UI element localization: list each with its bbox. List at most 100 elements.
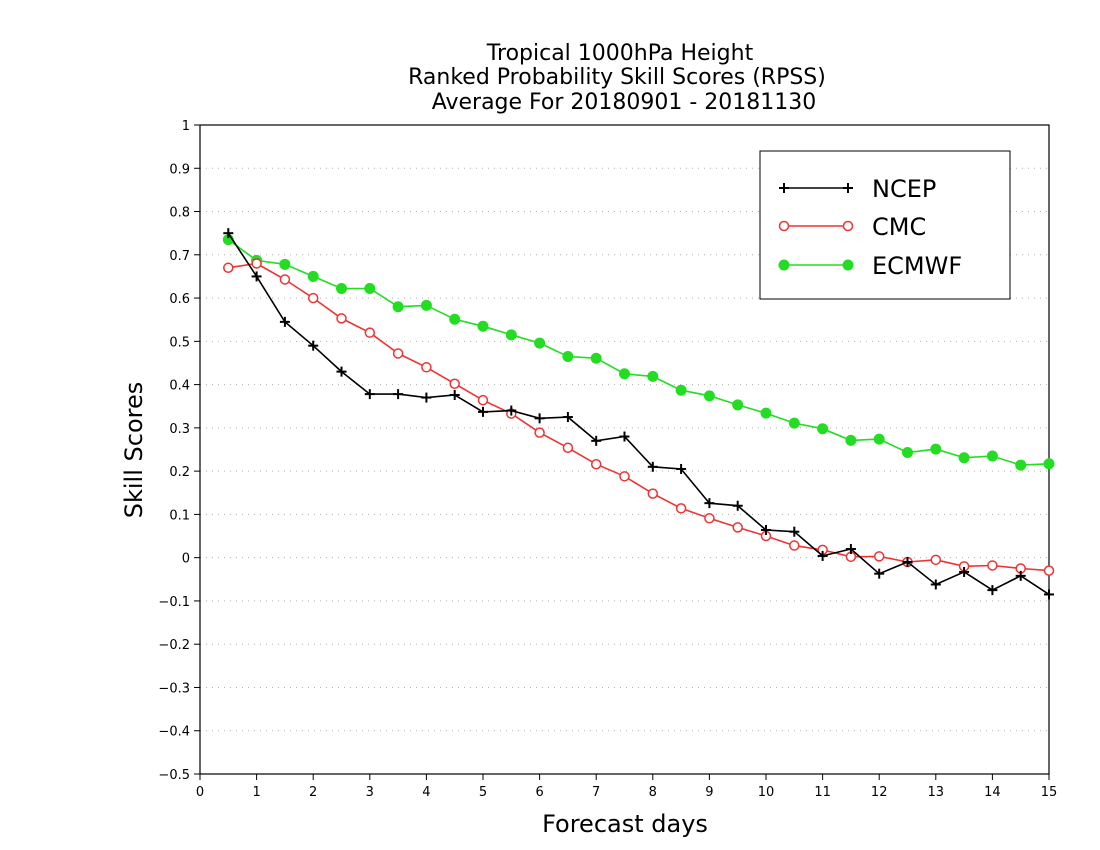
- ncep-point: [619, 431, 630, 442]
- ncep-point: [506, 405, 517, 416]
- x-tick-label: 8: [649, 785, 657, 800]
- legend-item-ecmwf: ECMWF: [778, 252, 962, 280]
- ecmwf-point: [590, 352, 602, 364]
- cmc-point: [223, 262, 234, 274]
- ecmwf-point: [788, 417, 800, 429]
- cmc-point: [336, 313, 347, 324]
- legend-box: [759, 150, 1011, 300]
- axes: [199, 124, 1050, 775]
- title-line-3: Average For 20180901 - 20181130: [432, 90, 817, 115]
- ncep-point: [704, 498, 715, 509]
- title-line-2: Ranked Probability Skill Scores (RPSS): [408, 65, 826, 90]
- plot-frame: [199, 124, 1050, 775]
- chart-title: Tropical 1000hPa Height Ranked Probabili…: [408, 41, 826, 115]
- ecmwf-point: [449, 313, 461, 325]
- ecmwf-point: [930, 443, 942, 455]
- legend-marker-start: [778, 259, 790, 271]
- series-layer: [222, 228, 1055, 600]
- ncep-point: [676, 463, 687, 474]
- ecmwf-point: [392, 301, 404, 313]
- ecmwf-point: [986, 450, 998, 462]
- cmc-point: [789, 540, 800, 551]
- cmc-point: [279, 274, 291, 285]
- ecmwf-point: [307, 270, 319, 282]
- ecmwf-point: [1015, 459, 1027, 471]
- legend-marker-end: [843, 183, 853, 193]
- y-tick-label: −0.3: [158, 681, 190, 696]
- ncep-point: [987, 585, 998, 596]
- ecmwf-point: [364, 283, 376, 295]
- cmc-point: [647, 488, 659, 499]
- cmc-point: [392, 348, 404, 359]
- y-tick-label: 0.3: [169, 422, 190, 437]
- y-tick-label: −0.2: [158, 638, 190, 653]
- cmc-point: [987, 560, 998, 571]
- x-tick-label: 10: [758, 785, 775, 800]
- x-tick-label: 12: [871, 785, 888, 800]
- legend-marker-start: [779, 183, 789, 193]
- ecmwf-point: [817, 423, 829, 435]
- ecmwf-point: [902, 447, 913, 459]
- x-tick-label: 2: [309, 785, 317, 800]
- ncep-point: [421, 392, 432, 403]
- legend-marker-end: [842, 259, 854, 271]
- ncep-point: [393, 389, 404, 400]
- cmc-point: [307, 292, 319, 304]
- ncep-point: [1044, 589, 1054, 600]
- x-tick-label: 6: [535, 785, 543, 800]
- y-axis-label: Skill Scores: [120, 382, 148, 519]
- ncep-point: [478, 406, 488, 417]
- x-axis-label: Forecast days: [542, 810, 708, 838]
- legend-label-ncep: NCEP: [872, 175, 936, 203]
- ncep-point: [761, 524, 771, 535]
- ncep-point: [902, 556, 913, 567]
- ecmwf-point: [279, 258, 291, 270]
- legend: NCEP CMC ECMWF: [759, 150, 1011, 300]
- ncep-point: [930, 579, 941, 590]
- ecmwf-point: [477, 320, 489, 332]
- ncep-point: [279, 316, 290, 327]
- ncep-point: [364, 389, 375, 400]
- cmc-point: [534, 427, 545, 438]
- legend-items: NCEP CMC ECMWF: [778, 175, 962, 280]
- y-axis-ticks: −0.5 −0.4 −0.3 −0.2 −0.1 0 0.1 0.2 0.3 0.4 0.5 0.6 0…: [158, 119, 200, 783]
- ncep-point: [817, 550, 828, 561]
- legend-marker-start: [778, 220, 790, 232]
- legend-item-cmc: CMC: [778, 213, 926, 241]
- y-tick-label: −0.4: [158, 725, 190, 740]
- ecmwf-point: [732, 399, 744, 411]
- ncep-point: [251, 271, 262, 282]
- x-tick-label: 5: [479, 785, 487, 800]
- cmc-point: [619, 471, 630, 482]
- ncep-point: [591, 435, 602, 446]
- cmc-point: [562, 442, 574, 454]
- x-axis-ticks: 0 1 2 3 4 5 6 7 8 9 10 11 12 13 14 15: [196, 774, 1057, 800]
- ecmwf-point: [1043, 458, 1055, 470]
- cmc-point: [675, 503, 687, 514]
- x-tick-label: 9: [705, 785, 713, 800]
- y-tick-label: 0.4: [169, 379, 190, 394]
- x-tick-label: 14: [984, 785, 1001, 800]
- cmc-point: [732, 522, 743, 533]
- ncep-point: [647, 461, 658, 472]
- cmc-point: [590, 458, 602, 470]
- ncep-point: [789, 526, 800, 537]
- ecmwf-point: [760, 407, 772, 419]
- ncep-point: [959, 566, 970, 577]
- y-tick-label: 0.1: [169, 508, 190, 523]
- ncep-point: [336, 366, 347, 377]
- cmc-point: [364, 327, 376, 338]
- y-tick-label: 0.8: [169, 206, 190, 221]
- ecmwf-point: [619, 368, 630, 380]
- ncep-point: [534, 413, 545, 424]
- ncep-point: [223, 228, 234, 239]
- x-tick-label: 15: [1041, 785, 1058, 800]
- cmc-point: [449, 378, 460, 389]
- cmc-point: [421, 362, 432, 373]
- legend-marker-end: [842, 220, 854, 232]
- ecmwf-point: [675, 384, 687, 396]
- x-tick-label: 1: [252, 785, 260, 800]
- x-tick-label: 0: [196, 785, 204, 800]
- y-tick-label: 0.2: [169, 465, 190, 480]
